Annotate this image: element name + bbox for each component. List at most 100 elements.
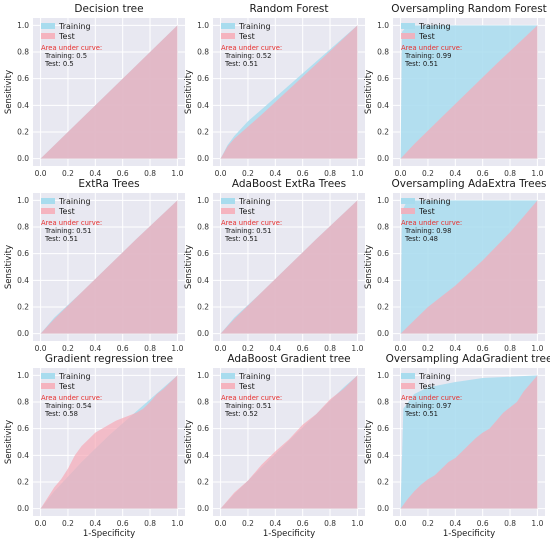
- legend-label-training: Training: [418, 22, 451, 31]
- y-tick-label: 0.6: [377, 424, 389, 433]
- y-axis-label: Sensitivity: [364, 420, 374, 464]
- y-tick-label: 0.4: [17, 101, 29, 110]
- auc-test: Test: 0.51: [224, 235, 258, 243]
- y-tick-label: 0.4: [197, 276, 209, 285]
- x-tick-label: 0.2: [62, 519, 74, 528]
- y-tick-label: 0.0: [197, 504, 209, 513]
- test-area: [400, 375, 538, 509]
- x-tick-label: 0.4: [269, 169, 281, 178]
- roc-panel: 0.0 0.0 0.2 0.2 0.4 0.4 0.6 0.6 0.8 0.8 1.0 1.0 Trai…: [184, 3, 365, 178]
- legend-swatch-training: [401, 198, 415, 204]
- y-tick-label: 0.2: [197, 477, 209, 486]
- x-tick-label: 1.0: [171, 519, 183, 528]
- x-tick-label: 0.8: [144, 519, 156, 528]
- y-tick-label: 0.8: [17, 48, 29, 57]
- legend-swatch-test: [221, 208, 235, 214]
- y-tick-label: 0.6: [197, 74, 209, 83]
- x-tick-label: 0.0: [395, 169, 407, 178]
- x-tick-label: 0.0: [215, 169, 227, 178]
- y-tick-label: 0.8: [377, 223, 389, 232]
- auc-test: Test: 0.48: [404, 235, 438, 243]
- y-tick-label: 0.0: [17, 329, 29, 338]
- y-tick-label: 1.0: [377, 21, 389, 30]
- x-tick-label: 0.6: [117, 344, 129, 353]
- auc-training: Training: 0.51: [44, 227, 91, 235]
- y-tick-label: 0.6: [377, 74, 389, 83]
- y-tick-label: 0.2: [377, 302, 389, 311]
- test-area: [40, 200, 178, 334]
- roc-panel: 0.0 0.0 0.2 0.2 0.4 0.4 0.6 0.6 0.8 0.8 1.0 1.0 Trai…: [184, 353, 365, 539]
- y-axis-label: Sensitivity: [184, 245, 194, 289]
- auc-header: Area under curve:: [401, 44, 462, 52]
- auc-training: Training: 0.52: [224, 52, 271, 60]
- auc-header: Area under curve:: [41, 219, 102, 227]
- x-tick-label: 0.0: [215, 344, 227, 353]
- x-tick-label: 0.4: [269, 519, 281, 528]
- x-tick-label: 0.8: [504, 169, 516, 178]
- x-tick-label: 0.2: [62, 344, 74, 353]
- x-tick-label: 0.2: [242, 169, 254, 178]
- test-area: [220, 375, 358, 509]
- legend-swatch-test: [401, 208, 415, 214]
- legend-swatch-test: [401, 383, 415, 389]
- panel-title: Gradient regression tree: [45, 353, 173, 365]
- legend-label-training: Training: [238, 197, 271, 206]
- y-tick-label: 0.2: [17, 302, 29, 311]
- x-tick-label: 1.0: [531, 169, 543, 178]
- y-axis-label: Sensitivity: [184, 70, 194, 114]
- y-tick-label: 0.4: [197, 451, 209, 460]
- panel-title: AdaBoost Gradient tree: [227, 353, 350, 365]
- legend-swatch-training: [221, 198, 235, 204]
- legend-label-test: Test: [238, 382, 255, 391]
- auc-test: Test: 0.52: [224, 410, 258, 418]
- y-tick-label: 1.0: [197, 196, 209, 205]
- y-tick-label: 0.8: [197, 223, 209, 232]
- x-tick-label: 0.8: [324, 344, 336, 353]
- y-tick-label: 0.8: [377, 48, 389, 57]
- auc-header: Area under curve:: [401, 394, 462, 402]
- legend-label-test: Test: [238, 207, 255, 216]
- auc-test: Test: 0.5: [44, 60, 74, 68]
- test-area: [40, 25, 178, 159]
- y-tick-label: 0.0: [17, 504, 29, 513]
- legend-label-test: Test: [58, 382, 75, 391]
- y-tick-label: 0.4: [377, 451, 389, 460]
- x-tick-label: 0.8: [144, 344, 156, 353]
- y-tick-label: 0.4: [17, 276, 29, 285]
- legend-label-training: Training: [418, 372, 451, 381]
- legend-label-test: Test: [418, 382, 435, 391]
- roc-panel: 0.0 0.0 0.2 0.2 0.4 0.4 0.6 0.6 0.8 0.8 1.0 1.0 Trai…: [184, 178, 365, 353]
- x-tick-label: 0.4: [89, 519, 101, 528]
- x-tick-label: 0.4: [449, 344, 461, 353]
- y-axis-label: Sensitivity: [4, 245, 14, 289]
- auc-header: Area under curve:: [41, 394, 102, 402]
- y-tick-label: 0.0: [377, 504, 389, 513]
- legend-swatch-training: [41, 373, 55, 379]
- test-area: [220, 200, 358, 334]
- auc-header: Area under curve:: [221, 394, 282, 402]
- test-area: [40, 375, 178, 509]
- roc-panel: 0.0 0.0 0.2 0.2 0.4 0.4 0.6 0.6 0.8 0.8 1.0 1.0 Trai…: [364, 178, 547, 353]
- x-tick-label: 0.0: [35, 344, 47, 353]
- legend-label-training: Training: [58, 22, 91, 31]
- x-tick-label: 0.2: [422, 169, 434, 178]
- y-tick-label: 0.2: [17, 127, 29, 136]
- legend-label-training: Training: [58, 197, 91, 206]
- legend-swatch-training: [41, 23, 55, 29]
- x-tick-label: 0.6: [117, 519, 129, 528]
- legend-swatch-training: [401, 373, 415, 379]
- auc-test: Test: 0.51: [404, 60, 438, 68]
- y-tick-label: 0.8: [197, 398, 209, 407]
- legend-label-test: Test: [418, 32, 435, 41]
- y-tick-label: 0.0: [17, 154, 29, 163]
- legend-label-training: Training: [238, 372, 271, 381]
- roc-panel: 0.0 0.0 0.2 0.2 0.4 0.4 0.6 0.6 0.8 0.8 1.0 1.0 Trai…: [4, 3, 185, 178]
- x-tick-label: 0.8: [324, 169, 336, 178]
- x-tick-label: 0.4: [89, 169, 101, 178]
- y-tick-label: 0.2: [377, 477, 389, 486]
- y-tick-label: 1.0: [377, 196, 389, 205]
- x-tick-label: 0.8: [144, 169, 156, 178]
- x-tick-label: 1.0: [351, 344, 363, 353]
- auc-training: Training: 0.99: [404, 52, 451, 60]
- legend-label-training: Training: [418, 197, 451, 206]
